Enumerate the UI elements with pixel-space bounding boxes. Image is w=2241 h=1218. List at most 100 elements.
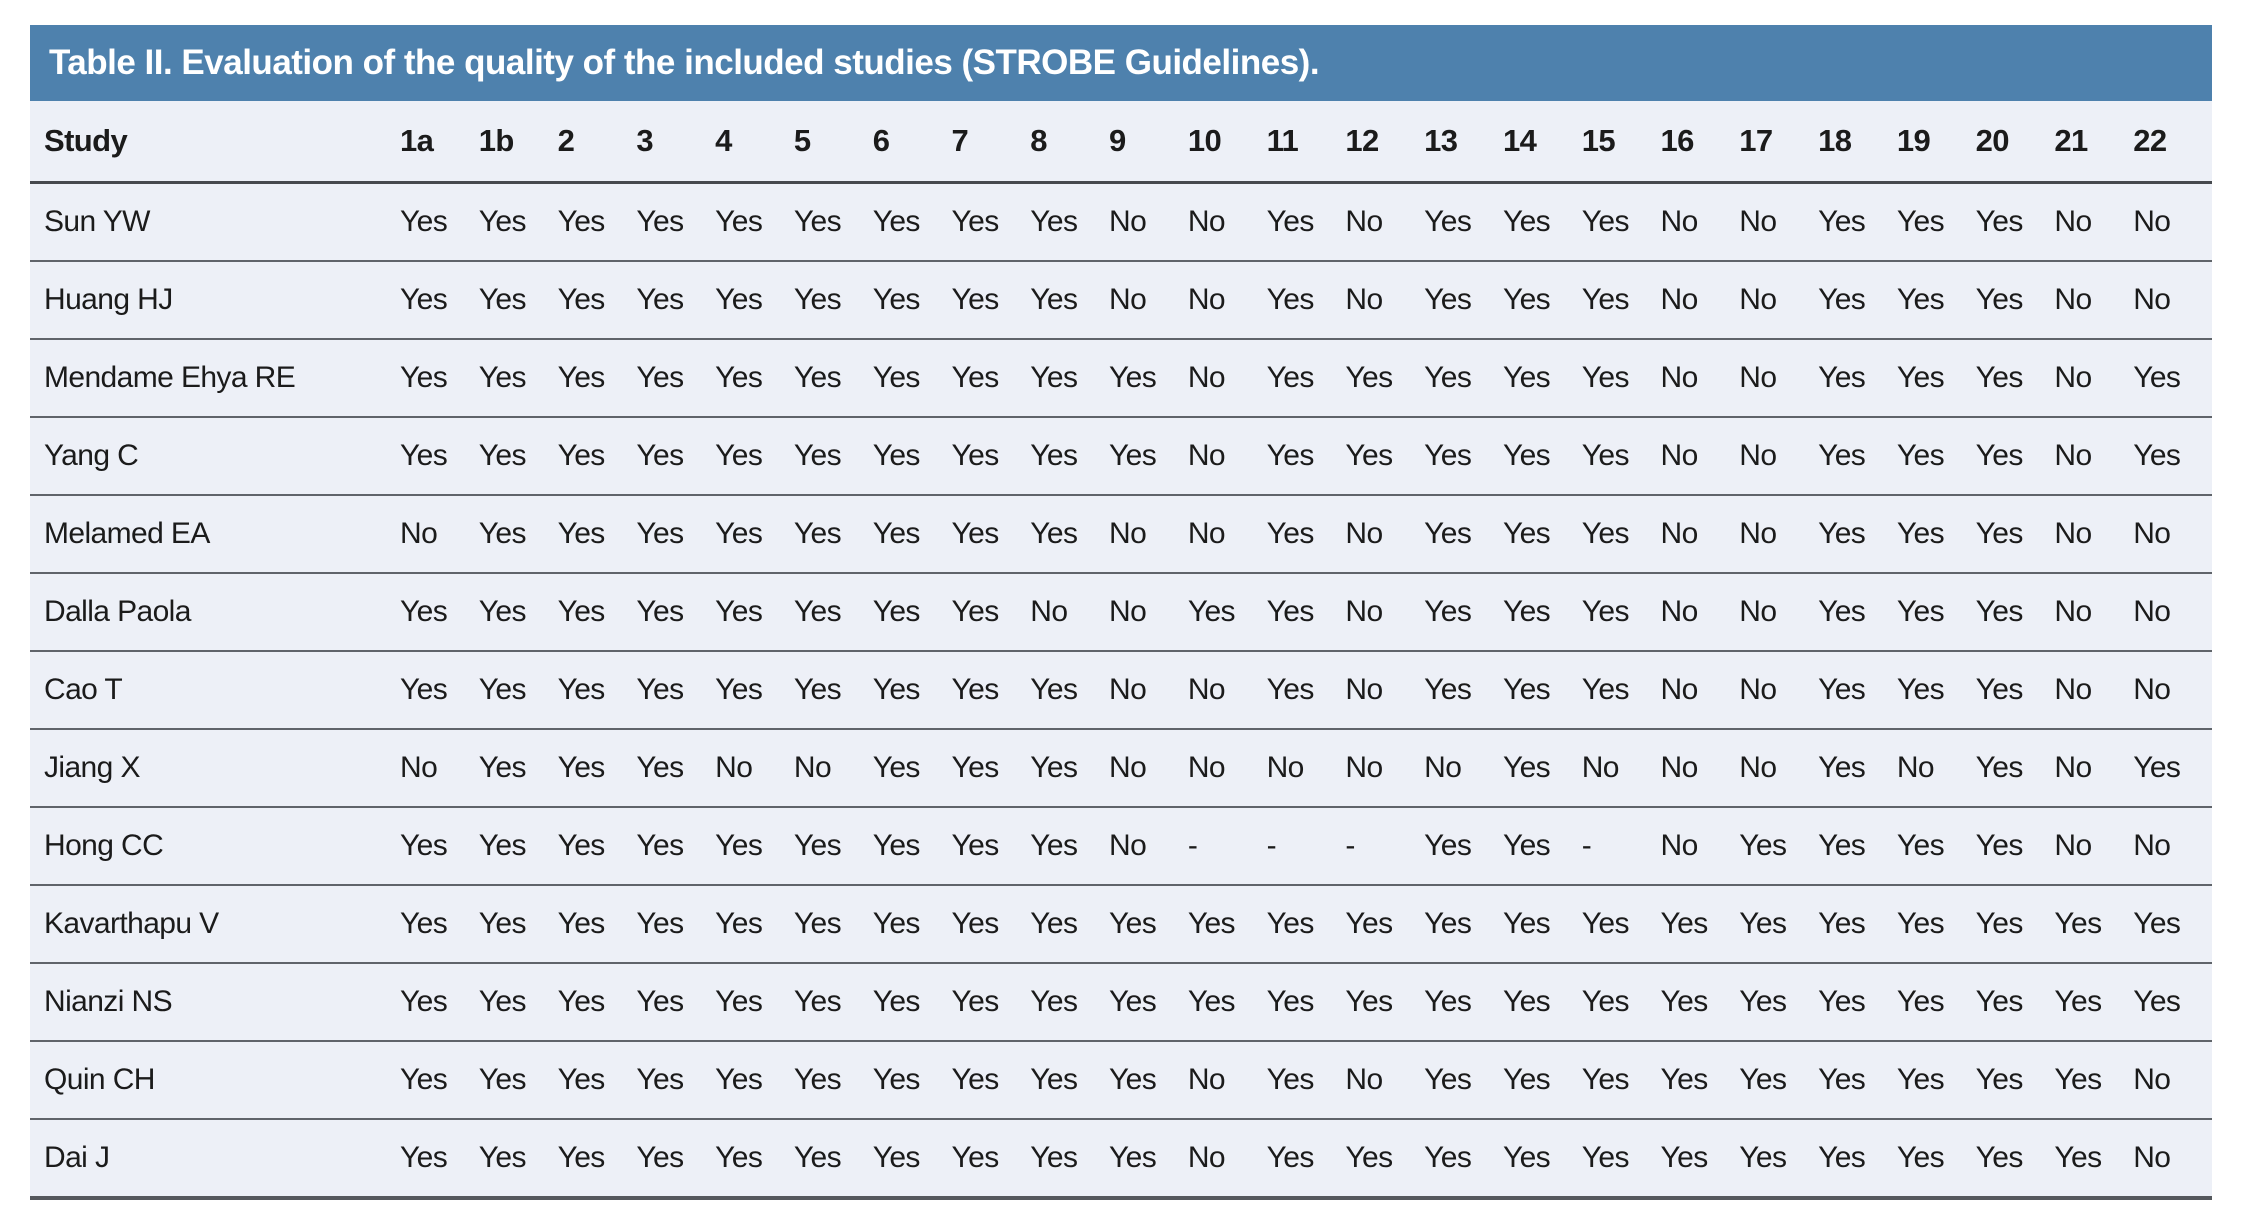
criterion-column-header: 4 [715, 101, 794, 184]
value-cell: No [1424, 729, 1503, 808]
value-cell: No [400, 729, 479, 808]
value-cell: Yes [2133, 885, 2212, 964]
value-cell: No [2054, 261, 2134, 340]
value-cell: No [1187, 182, 1267, 262]
value-cell: Yes [1030, 885, 1110, 964]
value-cell: Yes [1187, 963, 1267, 1042]
value-cell: Yes [1896, 417, 1976, 496]
table-row: Mendame Ehya RE Yes Yes Yes Yes Yes Yes Yes Yes Y… [30, 339, 2212, 418]
value-cell: Yes [1030, 651, 1110, 730]
value-cell: Yes [1502, 573, 1582, 652]
study-name-cell: Cao T [30, 651, 400, 730]
value-cell: No [1739, 182, 1819, 262]
value-cell: No [2133, 261, 2212, 340]
value-cell: Yes [1818, 729, 1897, 808]
value-cell: Yes [715, 651, 794, 730]
value-cell: Yes [1266, 495, 1346, 574]
value-cell: No [1660, 807, 1740, 886]
value-cell: Yes [1975, 261, 2055, 340]
value-cell: Yes [1030, 261, 1110, 340]
value-cell: No [1187, 651, 1267, 730]
value-cell: Yes [951, 807, 1031, 886]
value-cell: Yes [478, 182, 558, 262]
value-cell: Yes [400, 651, 479, 730]
table-row: Dalla Paola Yes Yes Yes Yes Yes Yes Yes Yes No No Y… [30, 573, 2212, 652]
value-cell: Yes [1896, 651, 1976, 730]
value-cell: Yes [1581, 573, 1661, 652]
value-cell: Yes [400, 807, 479, 886]
value-cell: Yes [1266, 573, 1346, 652]
value-cell: Yes [1424, 339, 1503, 418]
study-name-cell: Sun YW [30, 182, 400, 262]
study-name-cell: Dai J [30, 1119, 400, 1200]
value-cell: Yes [1896, 885, 1976, 964]
value-cell: No [2054, 495, 2134, 574]
value-cell: No [400, 495, 479, 574]
table-row: Cao T Yes Yes Yes Yes Yes Yes Yes Yes Yes No No Yes N… [30, 651, 2212, 730]
criterion-column-header: 9 [1109, 101, 1188, 184]
value-cell: Yes [1424, 885, 1503, 964]
value-cell: Yes [636, 1119, 716, 1200]
value-cell: No [1109, 573, 1188, 652]
value-cell: No [1345, 573, 1425, 652]
value-cell: Yes [793, 807, 873, 886]
value-cell: No [2133, 495, 2212, 574]
table-row: Jiang X No Yes Yes Yes No No Yes Yes Yes No No No No N… [30, 729, 2212, 808]
value-cell: Yes [872, 417, 952, 496]
value-cell: No [1660, 182, 1740, 262]
value-cell: No [1187, 729, 1267, 808]
value-cell: Yes [793, 261, 873, 340]
value-cell: Yes [478, 339, 558, 418]
value-cell: Yes [636, 1041, 716, 1120]
table-row: Huang HJ Yes Yes Yes Yes Yes Yes Yes Yes Yes No No Y… [30, 261, 2212, 340]
value-cell: Yes [872, 963, 952, 1042]
value-cell: No [2133, 1041, 2212, 1120]
value-cell: - [1266, 807, 1346, 886]
value-cell: No [1739, 651, 1819, 730]
value-cell: Yes [1818, 182, 1897, 262]
value-cell: Yes [636, 729, 716, 808]
value-cell: Yes [793, 885, 873, 964]
value-cell: Yes [872, 885, 952, 964]
value-cell: Yes [1345, 1119, 1425, 1200]
value-cell: Yes [636, 261, 716, 340]
value-cell: No [1345, 651, 1425, 730]
value-cell: Yes [1030, 807, 1110, 886]
value-cell: Yes [793, 495, 873, 574]
value-cell: Yes [1818, 807, 1897, 886]
value-cell: Yes [557, 885, 637, 964]
criterion-column-header: 20 [1975, 101, 2055, 184]
value-cell: Yes [1660, 963, 1740, 1042]
value-cell: Yes [1424, 807, 1503, 886]
criterion-column-header: 16 [1660, 101, 1740, 184]
value-cell: No [793, 729, 873, 808]
value-cell: Yes [636, 339, 716, 418]
value-cell: Yes [1424, 495, 1503, 574]
study-name-cell: Huang HJ [30, 261, 400, 340]
value-cell: Yes [1581, 339, 1661, 418]
value-cell: Yes [1896, 261, 1976, 340]
value-cell: No [1187, 339, 1267, 418]
value-cell: No [1896, 729, 1976, 808]
value-cell: Yes [557, 1119, 637, 1200]
value-cell: Yes [400, 261, 479, 340]
study-name-cell: Dalla Paola [30, 573, 400, 652]
value-cell: Yes [951, 1119, 1031, 1200]
study-name-cell: Jiang X [30, 729, 400, 808]
value-cell: Yes [1581, 182, 1661, 262]
value-cell: Yes [1975, 729, 2055, 808]
value-cell: No [1739, 261, 1819, 340]
value-cell: Yes [478, 417, 558, 496]
value-cell: Yes [2054, 1041, 2134, 1120]
value-cell: Yes [872, 495, 952, 574]
table-row: Sun YW Yes Yes Yes Yes Yes Yes Yes Yes Yes No No Yes… [30, 182, 2212, 262]
value-cell: Yes [1818, 885, 1897, 964]
value-cell: Yes [557, 963, 637, 1042]
value-cell: No [1739, 495, 1819, 574]
criterion-column-header: 11 [1266, 101, 1346, 184]
value-cell: Yes [872, 651, 952, 730]
value-cell: Yes [1424, 1119, 1503, 1200]
value-cell: No [1187, 261, 1267, 340]
study-name-cell: Melamed EA [30, 495, 400, 574]
value-cell: Yes [478, 1119, 558, 1200]
